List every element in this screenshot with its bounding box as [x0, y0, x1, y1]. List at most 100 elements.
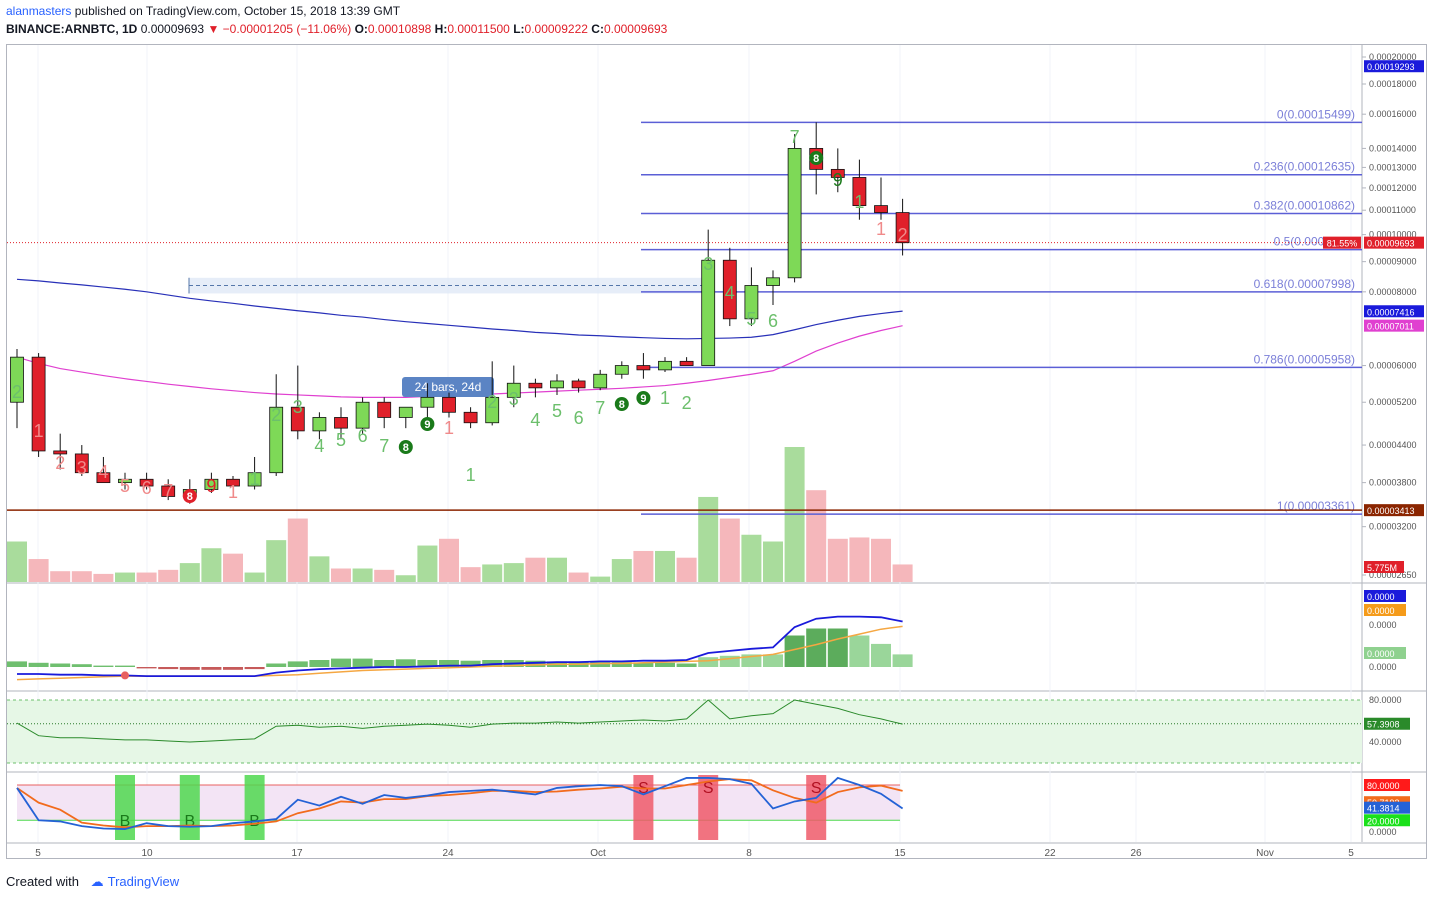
td-count: 1: [444, 418, 454, 438]
candle-body: [377, 401, 392, 418]
x-tick-label: 8: [746, 848, 752, 859]
td-count: 5: [120, 476, 130, 496]
x-tick-label: 24: [442, 848, 454, 859]
volume-bar: [179, 563, 200, 582]
tradingview-logo-icon[interactable]: ☁: [90, 874, 104, 889]
y-tick-label: 0.00013000: [1369, 162, 1417, 172]
candle-body: [658, 360, 672, 371]
macd-hist-bar: [223, 667, 243, 670]
sell-signal-label: S: [811, 780, 822, 797]
ohlc-legend: BINANCE:ARNBTC, 1D 0.00009693 ▼ −0.00001…: [6, 22, 667, 36]
volume-bar: [7, 541, 27, 582]
price-axis-badge: [1364, 319, 1424, 332]
y-tick-label: 0.00011000: [1369, 205, 1416, 215]
td-count: 1: [250, 469, 260, 489]
macd-hist-bar: [158, 667, 179, 670]
macd-hist-bar: [179, 667, 200, 670]
td-count: 4: [725, 283, 735, 303]
macd-hist-bar: [439, 660, 459, 667]
td-count: 2: [898, 225, 908, 245]
td-count: 1: [660, 388, 670, 408]
fib-level-label: 0.618(0.00007998): [1254, 277, 1355, 291]
stoch-value-text: 80.0000: [1367, 781, 1400, 791]
td-count: 8: [619, 399, 625, 411]
macd-hist-bar: [892, 654, 913, 667]
macd-hist-bar: [633, 662, 654, 667]
rsi-value-badge: [1364, 717, 1410, 730]
td-count: 6: [768, 311, 778, 331]
volume-bar: [439, 538, 459, 582]
candle-body: [485, 396, 500, 424]
candle-body: [506, 382, 521, 398]
td-count: 9: [833, 170, 843, 190]
volume-badge: [1364, 561, 1404, 573]
y-tick-label: 0.00012000: [1369, 183, 1417, 193]
td-count: 7: [595, 398, 605, 418]
candle-body: [247, 472, 262, 487]
td-count: 5: [746, 309, 756, 329]
volume-bar: [309, 556, 330, 582]
volume-bar: [136, 572, 157, 582]
macd-hist-bar: [417, 660, 438, 667]
td-count: 8: [403, 442, 409, 454]
y-tick-label: 0.00002650: [1369, 570, 1417, 580]
price-axis-badge: [1364, 504, 1424, 517]
volume-bar: [806, 490, 827, 582]
macd-value-badge: [1364, 604, 1406, 616]
x-tick-label: 5: [35, 848, 41, 859]
author-link[interactable]: alanmasters: [6, 4, 72, 18]
macd-hist-bar: [719, 655, 740, 667]
candle-body: [355, 401, 370, 429]
candle-body: [269, 406, 284, 474]
y-tick-label: 0.00010000: [1369, 230, 1417, 240]
macd-hist-bar: [374, 660, 395, 667]
candle-body: [334, 417, 348, 429]
macd-hist-bar: [266, 663, 287, 667]
volume-bar: [287, 518, 308, 582]
macd-hist-bar: [395, 659, 416, 667]
y-tick-label: 0.00014000: [1369, 143, 1417, 153]
x-tick-label: 5: [1348, 848, 1354, 859]
candle-body: [463, 411, 478, 424]
buy-signal-bar: [244, 775, 265, 840]
publish-line: alanmasters published on TradingView.com…: [6, 4, 400, 18]
volume-bar: [331, 568, 351, 582]
price-axis-badge: [1364, 60, 1424, 73]
close-label: C:: [591, 22, 604, 36]
range-tool-label: 24 bars, 24d: [415, 380, 482, 394]
buy-signal-label: B: [120, 813, 131, 830]
candle-body: [10, 356, 24, 403]
low-value: 0.00009222: [524, 22, 588, 36]
td-count-badge: [809, 151, 824, 165]
volume-bar: [698, 496, 719, 582]
buy-signal-label: B: [184, 813, 195, 830]
td-count: 1: [34, 421, 44, 441]
macd-value-badge: [1364, 647, 1406, 659]
candle-body: [96, 472, 111, 484]
macd-value-badge: [1364, 590, 1406, 602]
volume-bar: [503, 563, 524, 582]
td-count: 2: [487, 392, 497, 412]
y-tick-label: 0.00003800: [1369, 478, 1417, 488]
tradingview-link[interactable]: TradingView: [107, 874, 180, 889]
volume-bar: [93, 573, 114, 582]
macd-hist-bar: [655, 662, 675, 667]
volume-bar: [827, 538, 848, 582]
volume-bar: [395, 575, 416, 582]
symbol-label[interactable]: BINANCE:ARNBTC, 1D: [6, 22, 138, 36]
td-count: 7: [163, 481, 173, 501]
td-count: 1: [876, 219, 886, 239]
stoch-value-badge: [1364, 814, 1410, 827]
publish-info: published on TradingView.com, October 15…: [74, 4, 401, 18]
td-count: 1: [466, 465, 476, 485]
td-count: 4: [98, 462, 108, 482]
volume-bar: [676, 557, 697, 582]
candle-body: [614, 365, 629, 375]
volume-bar: [374, 569, 395, 582]
chart-frame: [6, 44, 1427, 859]
macd-hist-bar: [115, 665, 135, 667]
footer: Created with ☁ TradingView: [6, 874, 179, 890]
fib-level-label: 0(0.00015499): [1277, 107, 1355, 121]
candle-body: [679, 360, 694, 366]
